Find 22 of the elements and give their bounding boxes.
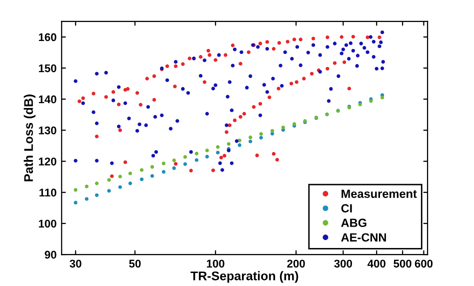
y-tick-label: 120 xyxy=(38,158,56,166)
x-tick-label: 500 xyxy=(394,260,412,268)
y-tick-label: 140 xyxy=(38,95,56,104)
x-tick-label: 200 xyxy=(287,260,305,268)
x-tick-label: 600 xyxy=(414,260,433,268)
y-tick-label: 100 xyxy=(38,220,56,228)
y-tick-label: 110 xyxy=(40,188,56,197)
legend-label: CI xyxy=(341,204,352,212)
y-tick-label: 160 xyxy=(38,33,56,42)
y-tick-label: 90 xyxy=(44,250,56,259)
x-tick-label: 50 xyxy=(129,260,141,268)
x-axis-title: TR-Separation (m) xyxy=(190,271,298,283)
y-tick-label: 130 xyxy=(38,126,56,134)
y-tick-label: 150 xyxy=(38,64,56,72)
y-axis-title: Path Loss (dB) xyxy=(24,94,36,182)
x-tick-label: 100 xyxy=(206,260,224,268)
x-tick-label: 30 xyxy=(70,260,82,268)
legend-label: ABG xyxy=(341,218,366,228)
x-tick-label: 300 xyxy=(334,260,352,268)
legend-label: Measurement xyxy=(342,190,417,198)
x-tick-label: 400 xyxy=(368,260,386,268)
legend-label: AE-CNN xyxy=(341,233,386,242)
